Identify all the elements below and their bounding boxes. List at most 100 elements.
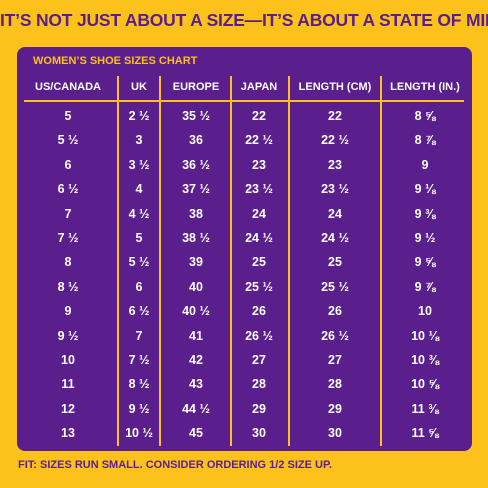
table-cell: 37 ½ [182,182,210,197]
table-cell: 9 ⅞ [414,279,436,294]
table-cell: 30 [252,426,266,441]
header-divider [24,100,464,102]
table-cell: 7 ½ [57,231,79,245]
table-cell: 8 ½ [57,279,79,294]
table-cell: 8 ⅝ [414,109,436,123]
table-cell: 8 ½ [128,377,150,392]
column-header: LENGTH (IN.) [390,81,460,93]
table-cell: 38 [189,206,203,221]
table-cell: 41 [189,328,203,343]
table-cell: 44 ½ [182,401,210,416]
column-header: EUROPE [172,81,220,93]
column-header: US/CANADA [35,81,101,93]
table-cell: 7 ½ [128,353,150,367]
table-cell: 9 ⅝ [414,255,436,270]
table-cell: 28 [328,377,342,392]
table-cell: 3 ½ [128,157,150,172]
table-cell: 12 [61,401,75,416]
table-cell: 25 [328,255,342,270]
table-cell: 8 ⅞ [414,133,436,148]
table-cell: 23 ½ [321,182,349,197]
table-cell: 10 ½ [125,426,153,441]
table-cell: 4 [135,182,143,197]
table-cell: 23 [252,157,266,172]
column-divider [380,76,382,446]
table-cell: 11 ⅝ [411,426,439,441]
table-cell: 9 [421,157,429,172]
table-cell: 5 [135,231,143,245]
table-cell: 9 ⅜ [414,206,436,221]
table-cell: 24 ½ [321,231,349,245]
table-cell: 24 [252,206,266,221]
table-cell: 9 [64,304,72,319]
table-cell: 5 ½ [128,255,150,270]
table-cell: 9 ½ [57,328,79,343]
table-cell: 10 [61,353,75,367]
table-cell: 35 ½ [182,109,210,123]
table-cell: 28 [252,377,266,392]
table-cell: 11 [61,377,75,392]
table-cell: 9 ⅛ [414,182,436,197]
table-cell: 24 ½ [245,231,273,245]
table-cell: 22 [252,109,266,123]
table-cell: 6 ½ [128,304,150,319]
table-cell: 30 [328,426,342,441]
table-cell: 5 ½ [57,133,79,148]
table-cell: 7 [64,206,72,221]
table-cell: 22 [328,109,342,123]
table-cell: 36 ½ [182,157,210,172]
table-cell: 2 ½ [128,109,150,123]
table-cell: 40 ½ [182,304,210,319]
table-cell: 6 ½ [57,182,79,197]
table-cell: 39 [189,255,203,270]
table-cell: 23 [328,157,342,172]
table-cell: 26 [328,304,342,319]
table-cell: 13 [61,426,75,441]
table-cell: 6 [135,279,143,294]
table-panel [17,47,472,451]
footer-note: FIT: SIZES RUN SMALL. CONSIDER ORDERING … [18,459,332,471]
column-divider [159,76,161,446]
column-divider [230,76,232,446]
table-cell: 26 ½ [245,328,273,343]
column-header: UK [131,81,147,93]
table-cell: 10 ⅜ [411,353,439,367]
table-cell: 9 ½ [414,231,436,245]
column-header: JAPAN [240,81,278,93]
table-cell: 29 [328,401,342,416]
table-cell: 9 ½ [128,401,150,416]
table-cell: 22 ½ [245,133,273,148]
table-cell: 10 [418,304,432,319]
table-title: WOMEN’S SHOE SIZES CHART [33,55,198,67]
table-cell: 23 ½ [245,182,273,197]
table-cell: 45 [189,426,203,441]
table-cell: 6 [64,157,72,172]
table-cell: 26 ½ [321,328,349,343]
table-cell: 7 [135,328,143,343]
table-cell: 25 ½ [245,279,273,294]
table-cell: 5 [64,109,72,123]
table-cell: 22 ½ [321,133,349,148]
column-divider [117,76,119,446]
table-cell: 29 [252,401,266,416]
table-cell: 11 ⅜ [411,401,439,416]
table-cell: 42 [189,353,203,367]
table-cell: 24 [328,206,342,221]
table-cell: 10 ⅛ [411,328,439,343]
table-cell: 36 [189,133,203,148]
table-cell: 25 [252,255,266,270]
table-cell: 40 [189,279,203,294]
table-cell: 27 [328,353,342,367]
table-cell: 4 ½ [128,206,150,221]
table-cell: 38 ½ [182,231,210,245]
table-cell: 8 [64,255,72,270]
table-cell: 26 [252,304,266,319]
column-divider [288,76,290,446]
column-header: LENGTH (CM) [298,81,372,93]
table-cell: 3 [135,133,143,148]
page-title: IT’S NOT JUST ABOUT A SIZE—IT’S ABOUT A … [0,10,488,30]
table-cell: 10 ⅝ [411,377,439,392]
table-cell: 43 [189,377,203,392]
table-cell: 25 ½ [321,279,349,294]
